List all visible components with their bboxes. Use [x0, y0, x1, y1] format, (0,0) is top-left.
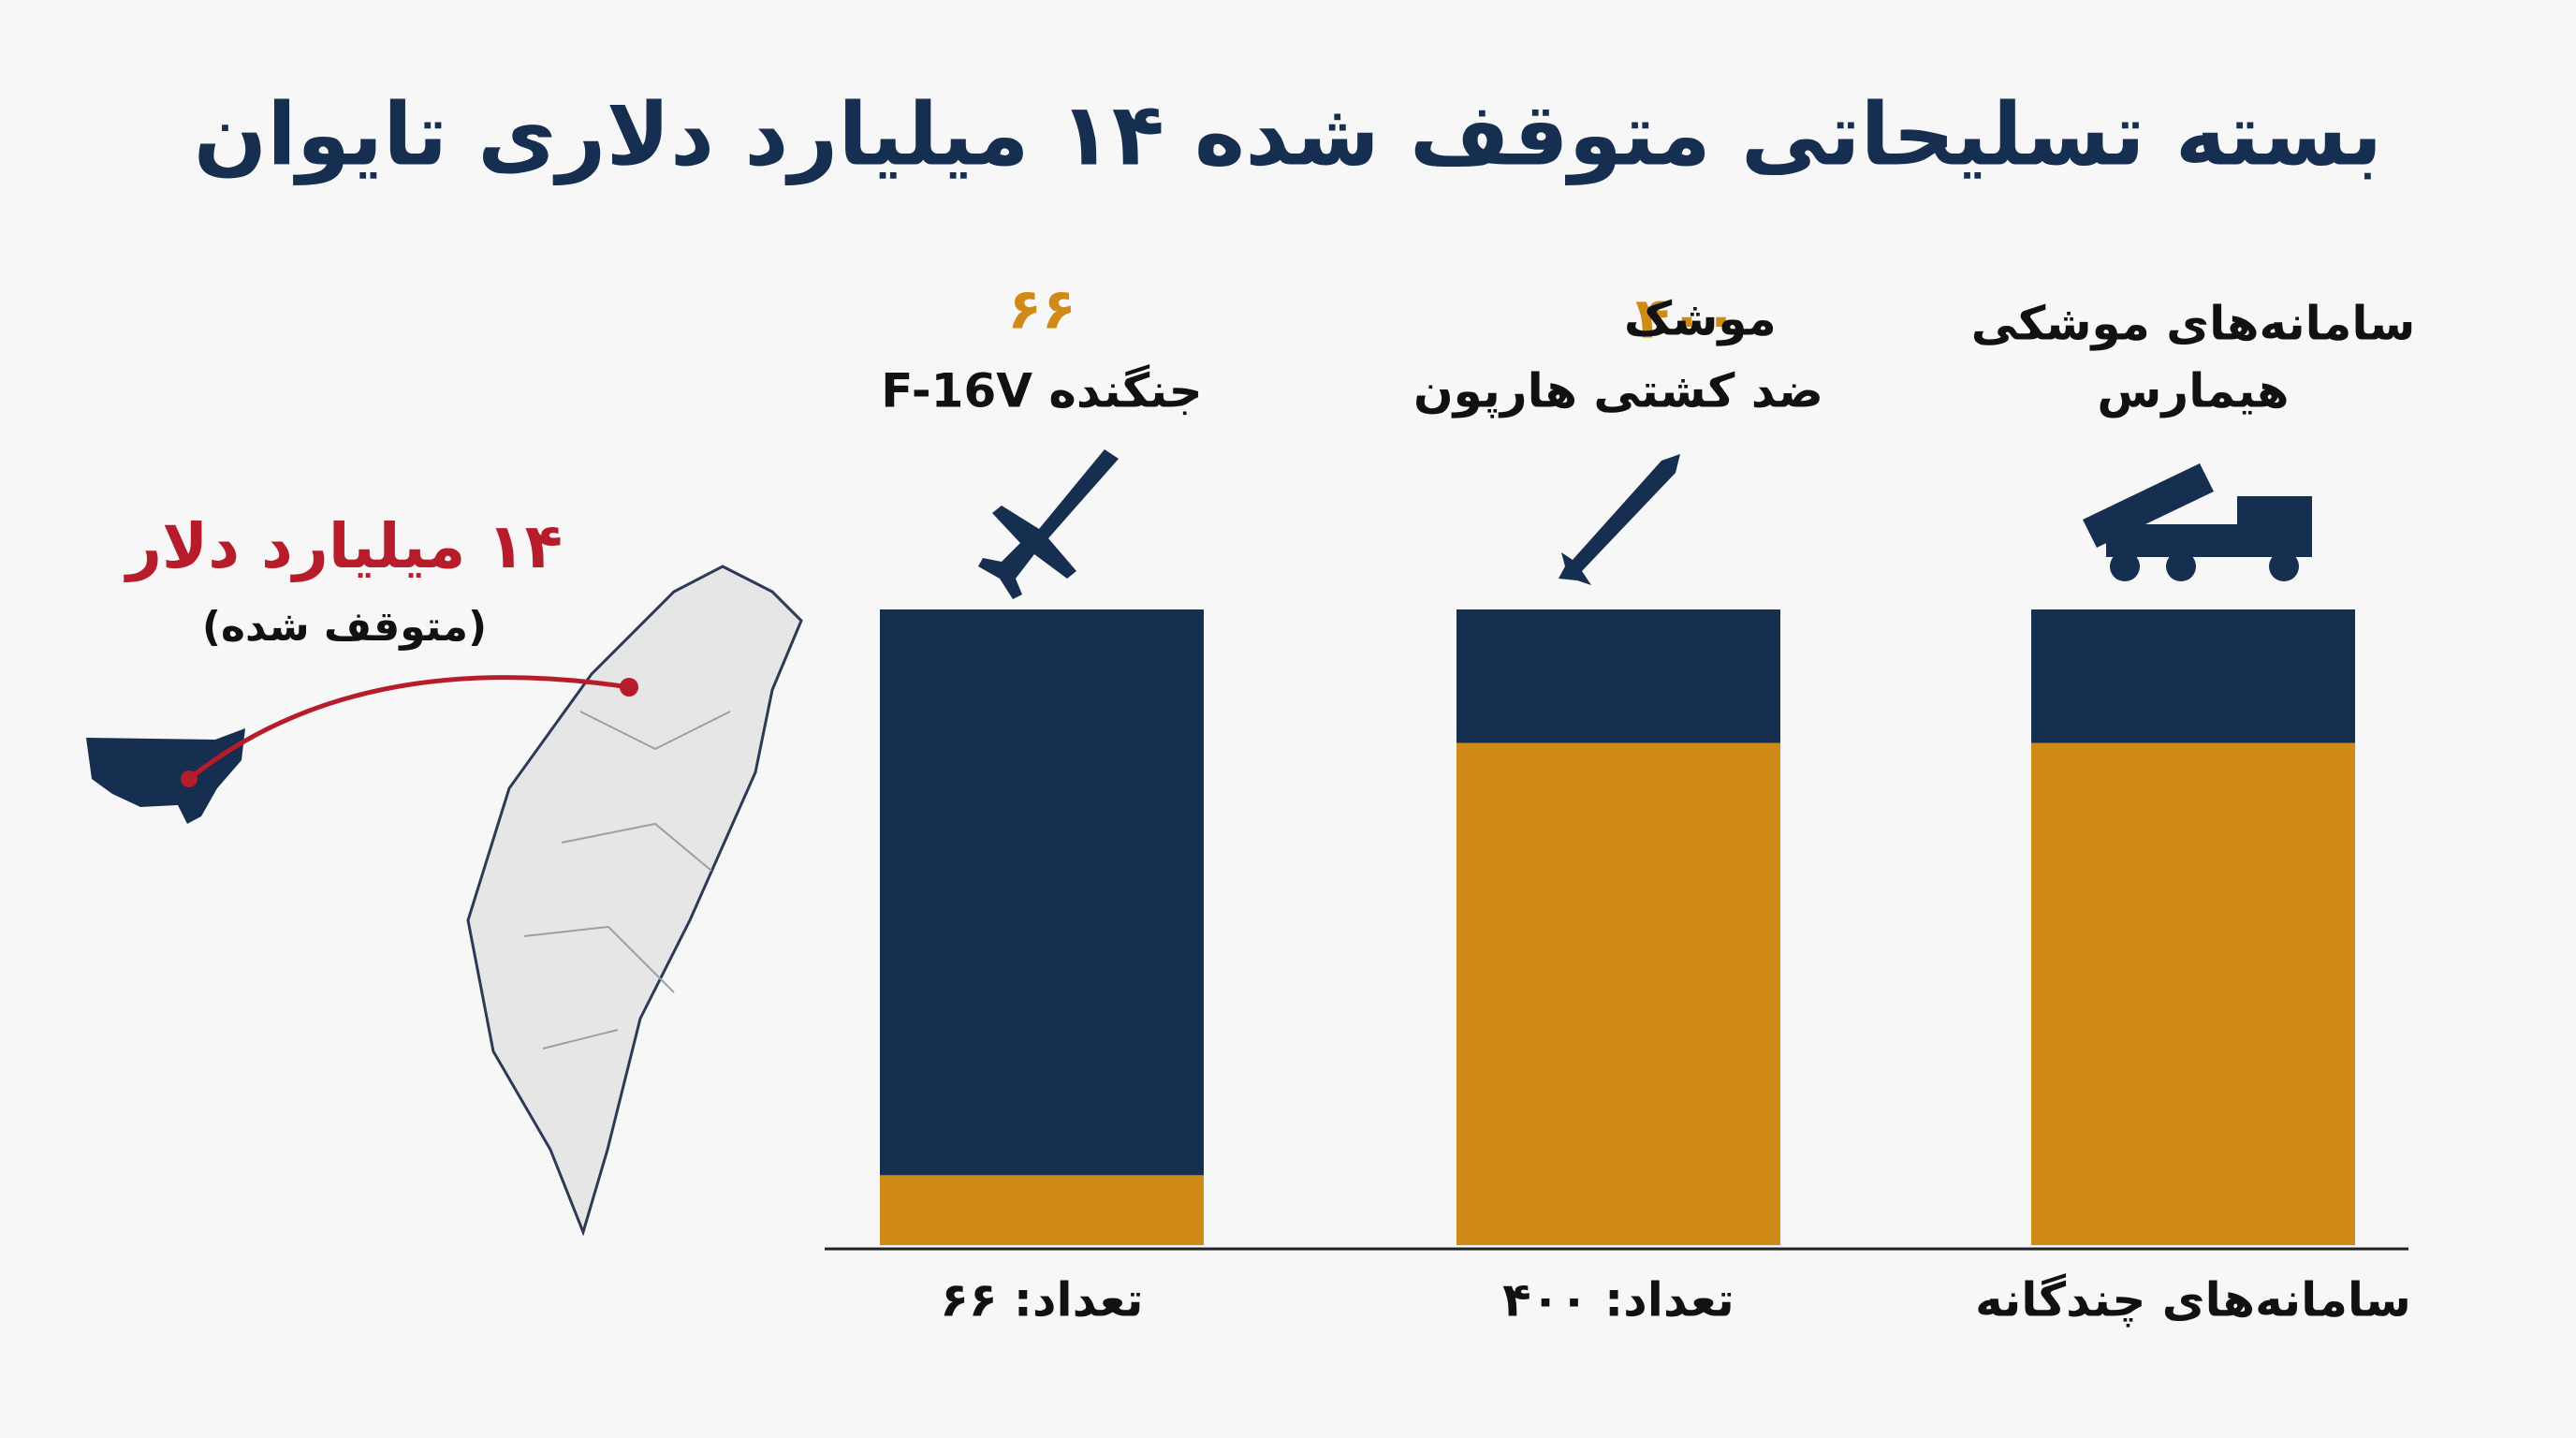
category-label: سامانه‌های چندگانه — [1975, 1273, 2411, 1328]
header-line: سامانه‌های موشکی — [1971, 297, 2416, 352]
usa — [86, 728, 245, 824]
header-line: هیمارس — [2097, 364, 2289, 418]
bar-segment — [1456, 742, 1780, 1245]
header-word: موشک — [1624, 292, 1777, 347]
map: ۱۴ میلیارد دلار (متوقف شده) — [86, 510, 803, 1237]
bar-segment — [2031, 609, 2355, 743]
header-count: ۴۰۰ — [1635, 286, 1738, 352]
taiwan-dot — [620, 678, 638, 697]
header-line: ضد کشتی هارپون — [1413, 364, 1823, 419]
arc — [187, 675, 630, 781]
map-note: (متوقف شده) — [202, 603, 487, 651]
county-borders — [523, 711, 731, 1049]
map-label: ۱۴ میلیارد دلار — [124, 510, 563, 582]
category-label: تعداد: ۶۶ — [940, 1273, 1143, 1328]
category-label: تعداد: ۴۰۰ — [1502, 1273, 1734, 1328]
missile-icon — [1559, 454, 1680, 585]
header-count: ۶۶ — [1007, 277, 1076, 343]
jet-icon — [978, 449, 1119, 599]
usa-dot — [181, 770, 198, 787]
launcher-icon — [2083, 463, 2312, 581]
taiwan — [466, 565, 803, 1237]
bar-segment — [880, 609, 1204, 1176]
title: بسته تسلیحاتی متوقف شده ۱۴ میلیارد دلاری… — [194, 84, 2382, 185]
bar-segment — [880, 1175, 1204, 1245]
header-line: جنگنده F-16V — [881, 364, 1202, 418]
bar-segment — [2031, 742, 2355, 1245]
bar-segment — [1456, 609, 1780, 743]
